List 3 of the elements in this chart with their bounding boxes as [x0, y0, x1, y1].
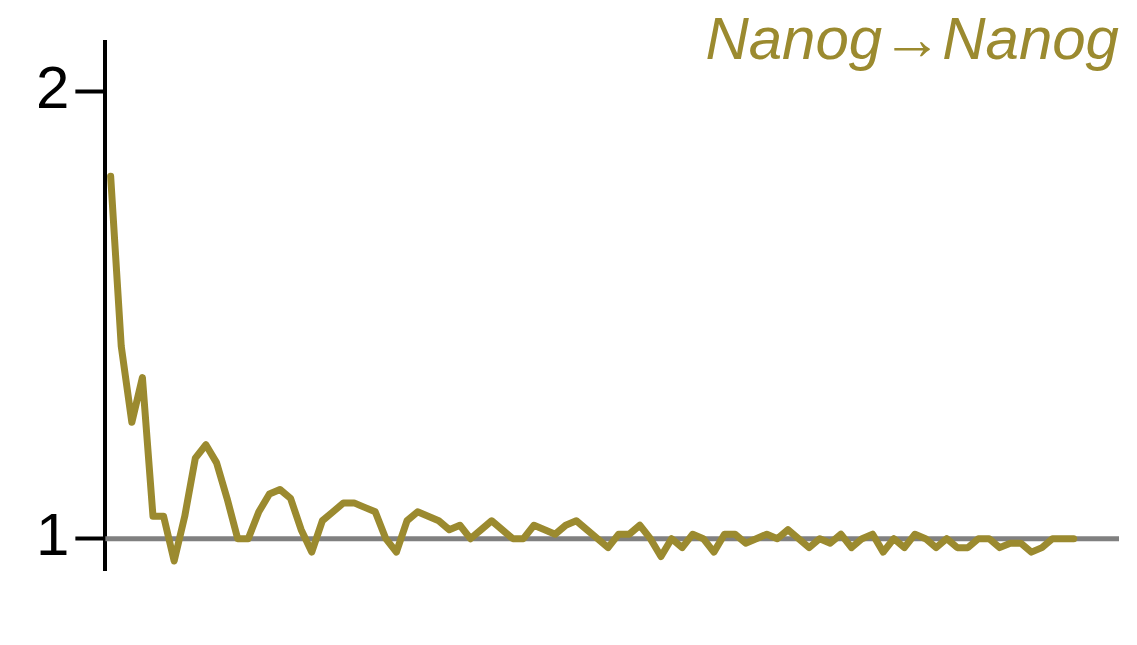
y-tick-label: 2 [35, 53, 70, 121]
chart-title: Nanog→Nanog [705, 4, 1119, 72]
y-tick-label: 1 [35, 501, 70, 569]
